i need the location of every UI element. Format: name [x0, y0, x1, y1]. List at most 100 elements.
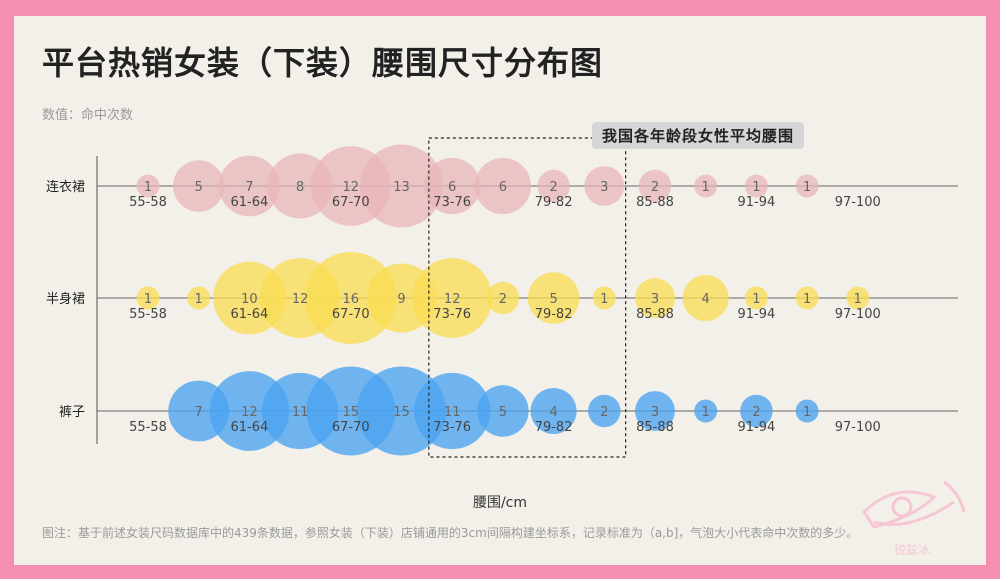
data-label: 1 [144, 180, 152, 195]
y-tick-label: 裤子 [59, 405, 85, 420]
logo-text: 锐兹冰 [894, 543, 930, 557]
bubble [744, 174, 768, 198]
y-tick-label: 连衣裙 [46, 179, 85, 195]
data-label: 2 [752, 405, 760, 420]
bubble [477, 385, 529, 437]
brand-logo: 锐兹冰 [862, 480, 966, 557]
data-label: 8 [296, 180, 304, 195]
data-label: 12 [241, 405, 258, 420]
x-tick-label: 67-70 [332, 307, 370, 322]
bubble [486, 281, 520, 315]
bubble [474, 157, 532, 215]
bubble [360, 144, 443, 228]
chart-title: 平台热销女装（下装）腰围尺寸分布图 [42, 44, 604, 82]
bubble [136, 174, 160, 198]
x-tick-label: 55-58 [129, 307, 167, 322]
bubble [795, 174, 819, 198]
x-tick-label: 85-88 [636, 420, 674, 435]
chart-subtitle: 数值：命中次数 [42, 108, 134, 123]
data-label: 5 [195, 180, 203, 195]
data-label: 4 [702, 292, 710, 307]
bubble [682, 275, 729, 321]
data-label: 1 [752, 292, 760, 307]
x-tick-label: 79-82 [535, 195, 573, 210]
data-label: 1 [803, 180, 811, 195]
x-tick-label: 79-82 [535, 420, 573, 435]
data-label: 1 [702, 405, 710, 420]
bubble [218, 155, 280, 217]
x-tick-label: 67-70 [332, 420, 370, 435]
x-tick-label: 91-94 [738, 420, 776, 435]
data-label: 1 [702, 180, 710, 195]
data-label: 6 [448, 180, 456, 195]
bubble [795, 286, 819, 310]
data-label: 1 [803, 292, 811, 307]
data-label: 3 [600, 180, 608, 195]
data-label: 7 [195, 405, 203, 420]
bubble [424, 157, 481, 215]
data-label: 1 [803, 405, 811, 420]
data-label: 12 [343, 180, 360, 195]
bubble [527, 272, 580, 324]
bubble [592, 286, 616, 310]
x-tick-label: 85-88 [636, 307, 674, 322]
bubble [744, 286, 768, 310]
x-tick-label: 73-76 [433, 195, 471, 210]
bubble [635, 391, 675, 431]
highlight-box [428, 137, 627, 458]
bubble [584, 166, 625, 206]
data-label: 1 [600, 292, 608, 307]
data-label: 16 [343, 292, 360, 307]
bubble [694, 174, 718, 198]
x-tick-label: 61-64 [231, 195, 269, 210]
highlight-callout: 我国各年龄段女性平均腰围 [592, 122, 805, 149]
y-tick-label: 半身裙 [46, 291, 85, 307]
x-axis-label: 腰围/cm [472, 495, 528, 511]
bubble [846, 286, 870, 310]
data-label: 15 [343, 405, 360, 420]
x-tick-label: 85-88 [636, 195, 674, 210]
x-tick-label: 55-58 [129, 195, 167, 210]
x-tick-label: 91-94 [738, 195, 776, 210]
x-tick-label: 67-70 [332, 195, 370, 210]
data-label: 1 [854, 292, 862, 307]
bubble [635, 278, 675, 318]
bubble-chart: 连衣裙 1 5 7 8 12 13 6 6 2 3 2 1 1 155-58 61-64 67-70 73-76 7… [46, 137, 958, 458]
data-label: 11 [444, 405, 461, 420]
bubble [414, 372, 491, 450]
bubble [412, 258, 493, 338]
x-tick-label: 55-58 [129, 420, 167, 435]
data-label: 1 [144, 292, 152, 307]
x-tick-label: 73-76 [433, 420, 471, 435]
chart-frame: 平台热销女装（下装）腰围尺寸分布图 数值：命中次数 连衣裙 1 5 7 8 12 13 6 6 2… [14, 16, 986, 565]
data-label: 4 [549, 405, 557, 420]
data-label: 2 [549, 180, 557, 195]
data-label: 12 [444, 292, 461, 307]
x-tick-label: 97-100 [835, 420, 881, 435]
data-label: 5 [549, 292, 557, 307]
data-label: 2 [499, 292, 507, 307]
data-label: 2 [600, 405, 608, 420]
bubble [694, 399, 718, 423]
data-label: 1 [195, 292, 203, 307]
x-tick-label: 97-100 [835, 195, 881, 210]
data-label: 11 [292, 405, 309, 420]
data-label: 6 [499, 180, 507, 195]
data-label: 12 [292, 292, 309, 307]
bubble [172, 160, 225, 212]
x-tick-label: 61-64 [231, 420, 269, 435]
x-tick-label: 61-64 [231, 307, 269, 322]
data-label: 2 [651, 180, 659, 195]
x-tick-label: 91-94 [738, 307, 776, 322]
bubble [304, 252, 397, 344]
x-tick-label: 97-100 [835, 307, 881, 322]
bubble [740, 394, 773, 428]
data-label: 3 [651, 292, 659, 307]
bubble [638, 169, 672, 203]
bubble [537, 169, 570, 203]
bubble [588, 394, 621, 428]
data-label: 7 [245, 180, 253, 195]
data-label: 9 [397, 292, 405, 307]
x-tick-label: 79-82 [535, 307, 573, 322]
bubble [187, 286, 211, 310]
